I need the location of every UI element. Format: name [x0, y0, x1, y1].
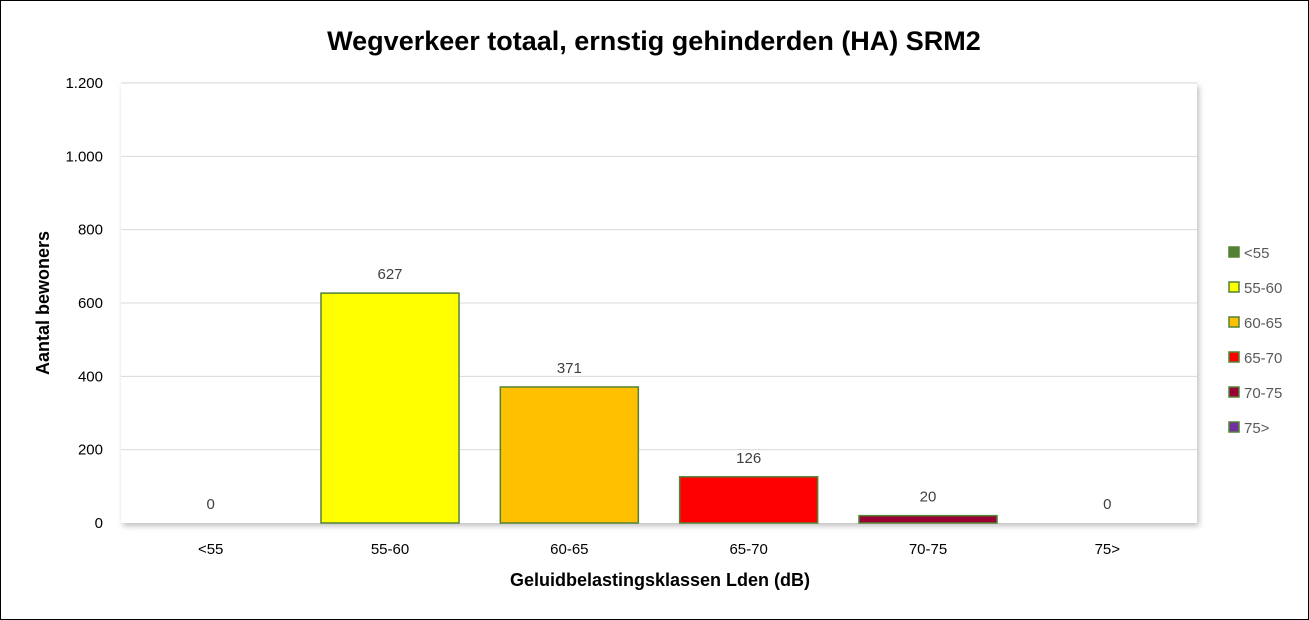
legend-item: <55: [1228, 245, 1269, 262]
y-axis-label: Aantal bewoners: [33, 231, 53, 375]
x-tick-label: 65-70: [729, 541, 767, 558]
legend-label: 65-70: [1244, 350, 1282, 367]
data-label: 0: [1103, 496, 1111, 513]
bar: [678, 476, 819, 524]
y-tick-label: 400: [78, 368, 103, 385]
bar: [858, 514, 998, 524]
x-tick-label: 75>: [1095, 541, 1121, 558]
x-tick-label: <55: [198, 541, 223, 558]
x-tick-label: 60-65: [550, 541, 588, 558]
data-label: 0: [206, 496, 214, 513]
x-tick-label: 70-75: [909, 541, 947, 558]
y-tick-label: 200: [78, 442, 103, 459]
legend-item: 55-60: [1228, 280, 1282, 297]
data-label: 371: [557, 360, 582, 377]
legend-label: 60-65: [1244, 315, 1282, 332]
legend-label: 75>: [1244, 420, 1270, 437]
legend-swatch: [1228, 316, 1240, 328]
legend-swatch: [1228, 281, 1240, 293]
y-tick-label: 600: [78, 295, 103, 312]
data-label: 20: [920, 489, 937, 506]
y-tick-label: 1.000: [65, 148, 103, 165]
legend-item: 60-65: [1228, 315, 1282, 332]
legend-item: 65-70: [1228, 350, 1282, 367]
legend-swatch: [1228, 246, 1240, 258]
legend-label: <55: [1244, 245, 1269, 262]
data-label: 126: [736, 450, 761, 467]
legend-label: 55-60: [1244, 280, 1282, 297]
x-axis-label: Geluidbelastingsklassen Lden (dB): [510, 570, 810, 590]
legend-item: 70-75: [1228, 385, 1282, 402]
y-tick-label: 800: [78, 222, 103, 239]
legend-swatch: [1228, 351, 1240, 363]
x-tick-label: 55-60: [371, 541, 409, 558]
legend-swatch: [1228, 421, 1240, 433]
legend-label: 70-75: [1244, 385, 1282, 402]
legend-swatch: [1228, 386, 1240, 398]
bar: [320, 292, 460, 524]
data-label: 627: [377, 266, 402, 283]
y-tick-label: 0: [95, 515, 103, 532]
legend-item: 75>: [1228, 420, 1270, 437]
bar: [499, 386, 640, 524]
chart-title: Wegverkeer totaal, ernstig gehinderden (…: [327, 26, 981, 56]
y-tick-label: 1.200: [65, 75, 103, 92]
